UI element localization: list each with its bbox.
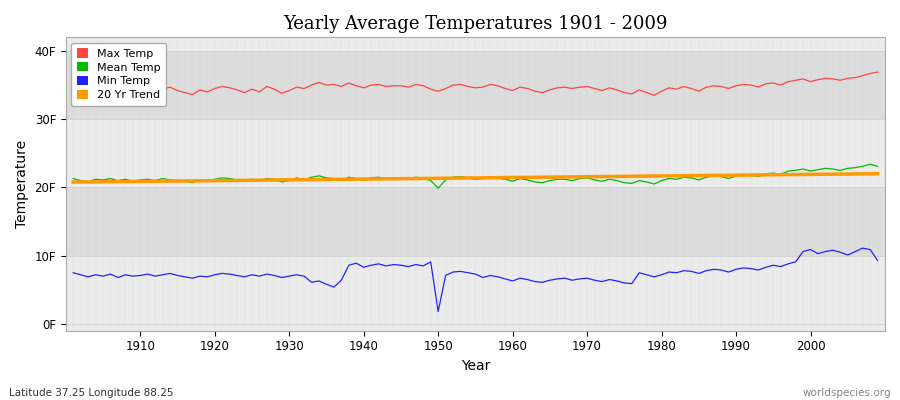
Title: Yearly Average Temperatures 1901 - 2009: Yearly Average Temperatures 1901 - 2009 bbox=[284, 15, 668, 33]
Bar bbox=[66, 51, 885, 119]
Text: worldspecies.org: worldspecies.org bbox=[803, 388, 891, 398]
Text: Latitude 37.25 Longitude 88.25: Latitude 37.25 Longitude 88.25 bbox=[9, 388, 174, 398]
Y-axis label: Temperature: Temperature bbox=[15, 140, 29, 228]
Legend: Max Temp, Mean Temp, Min Temp, 20 Yr Trend: Max Temp, Mean Temp, Min Temp, 20 Yr Tre… bbox=[71, 43, 166, 106]
Bar bbox=[66, 188, 885, 256]
X-axis label: Year: Year bbox=[461, 359, 491, 373]
